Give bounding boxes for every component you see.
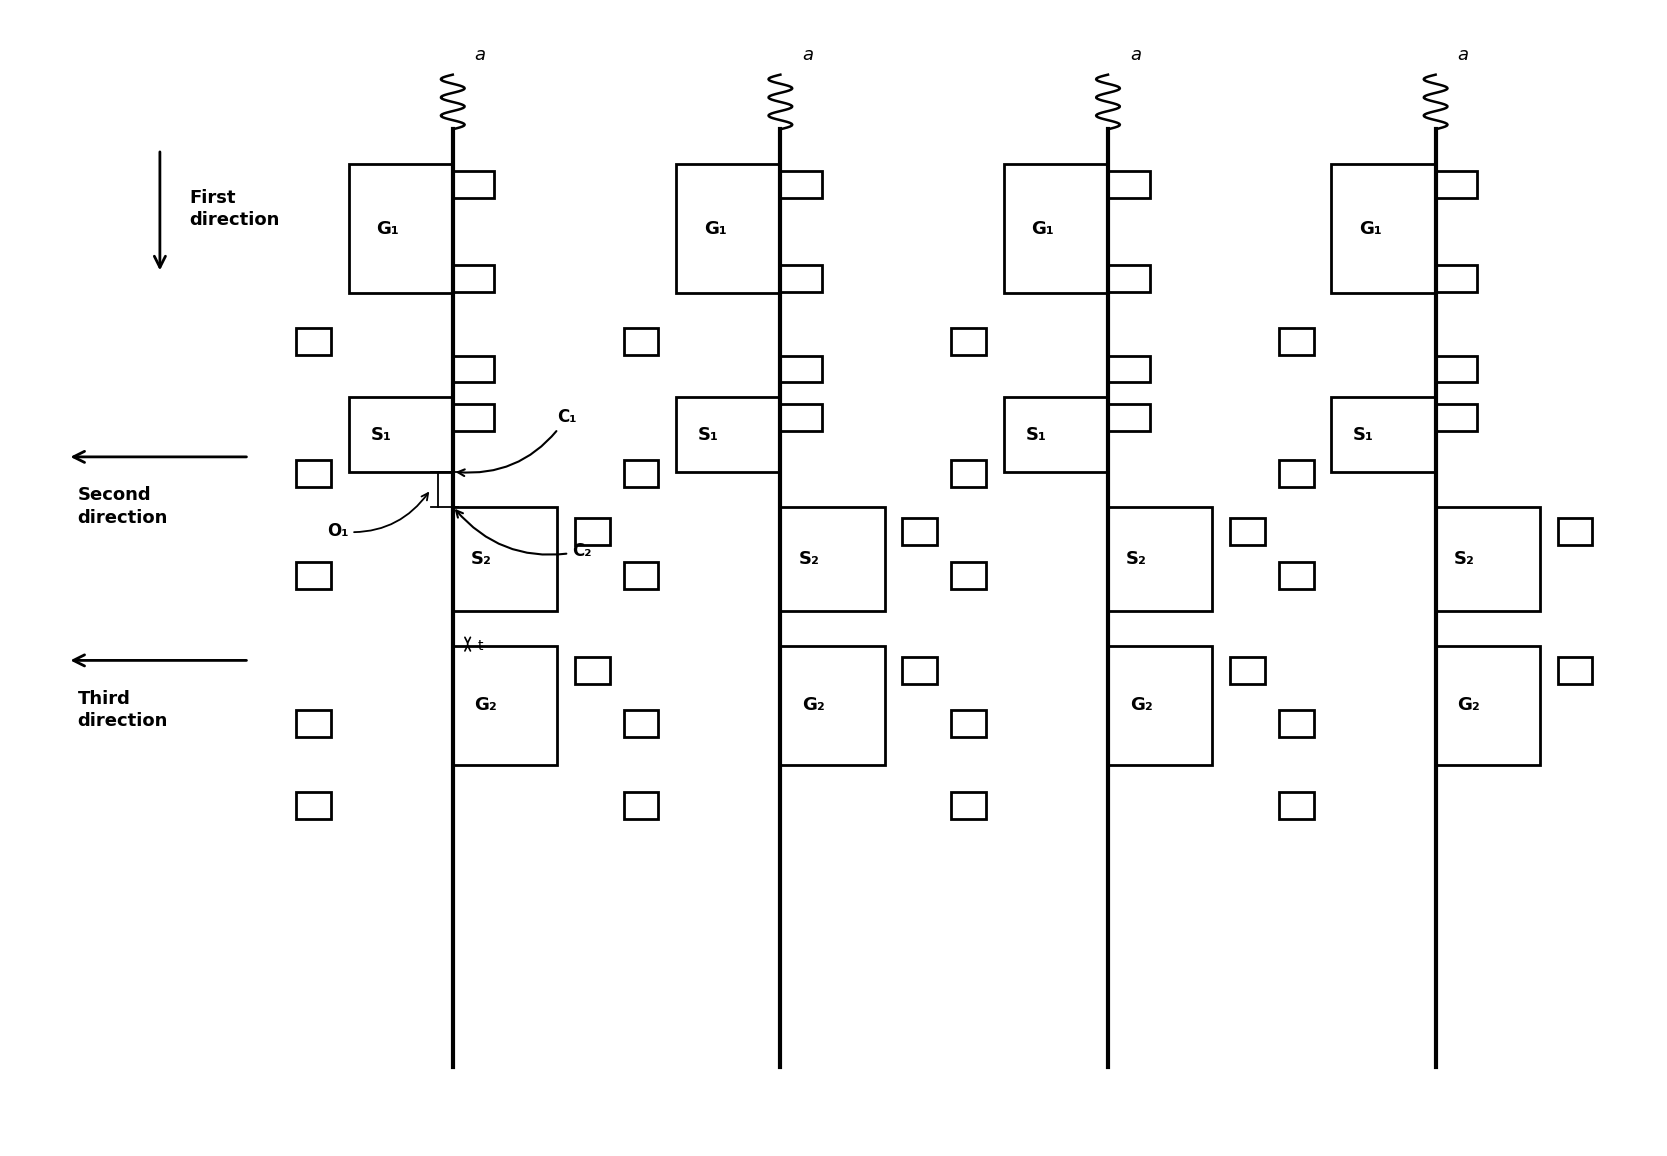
Text: G₂: G₂ — [475, 696, 497, 714]
Bar — [297, 793, 330, 820]
Bar — [952, 328, 985, 355]
Bar — [1435, 645, 1540, 764]
Text: First
direction: First direction — [190, 188, 280, 229]
Bar — [1279, 793, 1314, 820]
Bar — [780, 506, 885, 610]
Text: Third
direction: Third direction — [77, 690, 168, 731]
Bar — [1279, 562, 1314, 588]
Bar — [1332, 164, 1435, 294]
Bar — [780, 171, 822, 198]
Bar — [575, 518, 610, 546]
Bar — [453, 171, 495, 198]
Bar — [1004, 164, 1109, 294]
Bar — [297, 328, 330, 355]
Bar — [1230, 658, 1265, 684]
Bar — [348, 164, 453, 294]
Bar — [623, 710, 658, 736]
Text: G₂: G₂ — [1130, 696, 1152, 714]
Bar — [1332, 398, 1435, 472]
Bar — [1279, 710, 1314, 736]
Bar — [1435, 506, 1540, 610]
Bar — [575, 658, 610, 684]
Bar — [297, 562, 330, 588]
Text: C₁: C₁ — [458, 408, 577, 476]
Text: G₁: G₁ — [1359, 220, 1382, 237]
Bar — [453, 265, 495, 292]
Bar — [1109, 265, 1150, 292]
Bar — [902, 518, 937, 546]
Bar — [453, 506, 557, 610]
Bar — [1109, 405, 1150, 431]
Text: t: t — [477, 638, 483, 652]
Bar — [1109, 506, 1212, 610]
Text: G₂: G₂ — [1457, 696, 1480, 714]
Bar — [677, 164, 780, 294]
Text: a: a — [802, 46, 813, 64]
Text: G₂: G₂ — [802, 696, 825, 714]
Bar — [952, 562, 985, 588]
Bar — [902, 658, 937, 684]
Bar — [780, 356, 822, 383]
Bar — [1435, 356, 1477, 383]
Bar — [1279, 460, 1314, 487]
Text: a: a — [1457, 46, 1469, 64]
Bar — [297, 460, 330, 487]
Text: S₁: S₁ — [1354, 425, 1374, 444]
Text: G₁: G₁ — [1032, 220, 1054, 237]
Bar — [952, 710, 985, 736]
Bar — [780, 645, 885, 764]
Bar — [1279, 328, 1314, 355]
Bar — [623, 460, 658, 487]
Bar — [623, 328, 658, 355]
Bar — [1230, 518, 1265, 546]
Bar — [677, 398, 780, 472]
Bar — [952, 460, 985, 487]
Bar — [952, 793, 985, 820]
Text: C₂: C₂ — [457, 511, 592, 561]
Bar — [623, 793, 658, 820]
Text: S₁: S₁ — [1025, 425, 1047, 444]
Bar — [1109, 356, 1150, 383]
Bar — [780, 405, 822, 431]
Bar — [1109, 171, 1150, 198]
Bar — [1557, 518, 1592, 546]
Text: a: a — [475, 46, 485, 64]
Bar — [1435, 171, 1477, 198]
Text: O₁: O₁ — [327, 494, 428, 540]
Bar — [1435, 405, 1477, 431]
Text: a: a — [1130, 46, 1140, 64]
Bar — [780, 265, 822, 292]
Text: S₂: S₂ — [470, 549, 492, 568]
Text: Second
direction: Second direction — [77, 487, 168, 527]
Bar — [297, 710, 330, 736]
Text: G₁: G₁ — [377, 220, 398, 237]
Bar — [623, 562, 658, 588]
Text: S₁: S₁ — [698, 425, 718, 444]
Text: S₂: S₂ — [798, 549, 818, 568]
Text: G₁: G₁ — [703, 220, 727, 237]
Bar — [453, 405, 495, 431]
Text: S₂: S₂ — [1454, 549, 1474, 568]
Bar — [453, 356, 495, 383]
Bar — [1004, 398, 1109, 472]
Bar — [1109, 645, 1212, 764]
Bar — [453, 645, 557, 764]
Text: S₁: S₁ — [370, 425, 392, 444]
Bar — [1435, 265, 1477, 292]
Bar — [1557, 658, 1592, 684]
Bar — [348, 398, 453, 472]
Text: S₂: S₂ — [1125, 549, 1147, 568]
